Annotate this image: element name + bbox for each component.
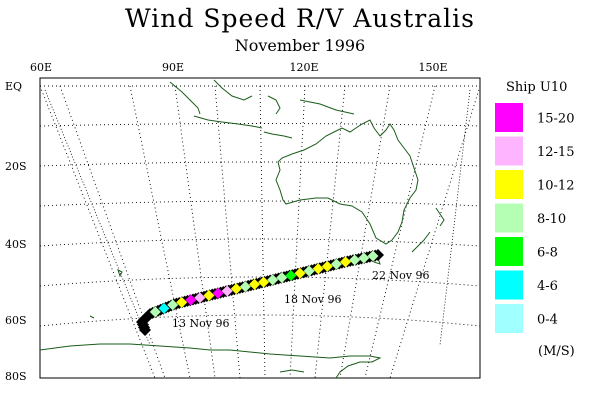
meridian-line bbox=[214, 85, 241, 378]
lat-label-40s: 40S bbox=[5, 238, 27, 251]
parallel-line bbox=[40, 200, 480, 207]
lon-label-150e: 150E bbox=[418, 61, 447, 74]
track-label-22-nov: 22 Nov 96 bbox=[372, 269, 429, 282]
coastline-lesser-sunda bbox=[263, 131, 293, 139]
meridian-line bbox=[339, 85, 391, 378]
legend-label: 4-6 bbox=[537, 279, 558, 294]
legend-swatch bbox=[495, 203, 523, 233]
meridian-line bbox=[314, 85, 346, 378]
parallel-line bbox=[40, 276, 480, 287]
legend-units: (M/S) bbox=[538, 344, 575, 359]
parallel-line bbox=[40, 123, 480, 127]
legend-swatch bbox=[495, 270, 523, 300]
lat-label-eq: EQ bbox=[5, 80, 22, 93]
track-point-colored bbox=[158, 302, 170, 314]
projection-boundary bbox=[44, 89, 471, 346]
meridian-line bbox=[129, 85, 191, 378]
longitude-labels: 60E 90E 120E 150E bbox=[30, 61, 448, 74]
coastline-antarctica-shelf bbox=[279, 369, 305, 373]
lat-label-20s: 20S bbox=[5, 160, 27, 173]
legend-label: 8-10 bbox=[537, 212, 566, 227]
coastline-australia bbox=[275, 119, 419, 245]
parallel-line bbox=[40, 314, 480, 327]
track-point-colored bbox=[221, 285, 233, 297]
track-point-colored bbox=[176, 296, 188, 308]
parallel-line bbox=[40, 161, 480, 167]
track-point-colored bbox=[267, 274, 279, 286]
coastline-island bbox=[89, 315, 95, 319]
legend-swatch bbox=[495, 304, 523, 333]
legend-swatch bbox=[495, 103, 523, 132]
legend-label: 15-20 bbox=[537, 112, 574, 127]
track-point-colored bbox=[258, 276, 270, 288]
track-point-colored bbox=[167, 299, 179, 311]
coastline-new-zealand-south bbox=[411, 231, 431, 253]
meridian-line bbox=[289, 85, 306, 378]
track-point-colored bbox=[239, 281, 251, 293]
track-point-colored bbox=[185, 294, 197, 306]
meridian-line bbox=[389, 85, 480, 378]
coastline-island bbox=[117, 269, 123, 278]
latitude-labels: EQ 20S 40S 60S 80S bbox=[5, 80, 27, 383]
track-point-colored bbox=[330, 258, 342, 270]
track-point-colored bbox=[285, 269, 297, 281]
legend-swatch bbox=[495, 170, 523, 199]
legend-label: 10-12 bbox=[537, 179, 574, 194]
legend-swatch bbox=[495, 237, 523, 266]
coastline-java bbox=[193, 115, 263, 129]
graticule bbox=[40, 85, 480, 378]
track-point-colored bbox=[349, 254, 361, 266]
track-point-colored bbox=[321, 260, 333, 272]
legend-label: 6-8 bbox=[537, 246, 558, 261]
track-point-colored bbox=[339, 256, 351, 268]
coastline-sulawesi bbox=[267, 95, 281, 115]
track-point-colored bbox=[248, 278, 260, 290]
track-point-colored bbox=[294, 267, 306, 279]
track-point-colored bbox=[367, 250, 379, 262]
track-point-colored bbox=[230, 283, 242, 295]
coastline-borneo bbox=[213, 79, 253, 101]
track-point-colored bbox=[358, 252, 370, 264]
coastline-malay-peninsula bbox=[169, 81, 201, 115]
track-point-colored bbox=[212, 287, 224, 299]
track-label-13-nov: 13 Nov 96 bbox=[172, 317, 229, 330]
coastline-new-zealand-north bbox=[435, 207, 445, 227]
coastlines bbox=[40, 79, 445, 378]
meridian-line bbox=[40, 85, 156, 378]
chart-title: Wind Speed R/V Australis bbox=[125, 4, 475, 33]
lat-label-80s: 80S bbox=[5, 370, 27, 383]
lon-label-60e: 60E bbox=[30, 61, 52, 74]
track-point-colored bbox=[203, 290, 215, 302]
chart-subtitle: November 1996 bbox=[234, 36, 366, 55]
track-point-colored bbox=[149, 306, 161, 318]
track-label-18-nov: 18 Nov 96 bbox=[284, 293, 341, 306]
lon-label-90e: 90E bbox=[162, 61, 184, 74]
ship-track bbox=[136, 249, 384, 336]
track-point-colored bbox=[312, 263, 324, 275]
track-point-colored bbox=[194, 292, 206, 304]
legend-title: Ship U10 bbox=[506, 80, 567, 95]
legend: Ship U10 15-20 12-15 10-12 8-10 6-8 4-6 0-4 (M… bbox=[495, 80, 575, 359]
lon-label-120e: 120E bbox=[289, 61, 318, 74]
lat-label-60s: 60S bbox=[5, 314, 27, 327]
legend-label: 12-15 bbox=[537, 145, 574, 160]
meridian-line bbox=[259, 85, 266, 378]
legend-swatch bbox=[495, 136, 523, 166]
coastline-antarctica bbox=[40, 343, 382, 378]
coastline-new-guinea bbox=[299, 99, 355, 115]
track-point-colored bbox=[303, 265, 315, 277]
map-frame bbox=[39, 77, 481, 379]
track-point-colored bbox=[276, 272, 288, 284]
legend-label: 0-4 bbox=[537, 313, 558, 328]
